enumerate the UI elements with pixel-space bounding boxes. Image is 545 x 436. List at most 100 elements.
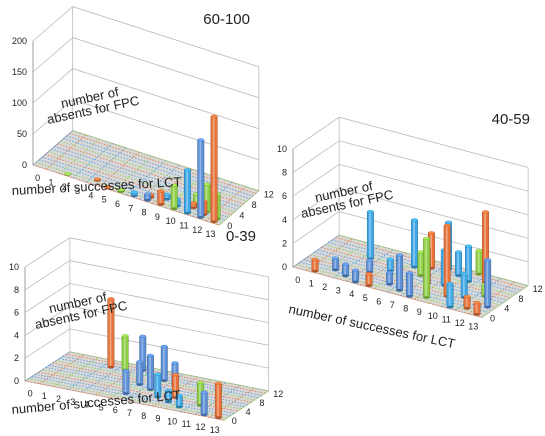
bar [484, 258, 492, 309]
x-tick-label: 7 [128, 203, 133, 213]
bar [107, 297, 115, 369]
bar-cap [396, 253, 403, 257]
bar [332, 256, 340, 272]
bar-highlight [162, 346, 165, 381]
bar-base [136, 383, 143, 386]
z-tick-label: 0 [22, 160, 27, 170]
bar-base [396, 288, 403, 292]
x-tick-label: 13 [206, 229, 216, 239]
floor-gridline [28, 378, 228, 419]
bar [175, 394, 183, 409]
bar-base [122, 392, 130, 395]
bar-cap [332, 256, 340, 260]
bar-cap [144, 192, 151, 196]
bar-base [190, 206, 197, 210]
y-tick-labels: 048 12 [232, 389, 283, 426]
bar-highlight [159, 190, 162, 205]
z-tick-label: 6 [14, 308, 19, 318]
bar-base [107, 365, 115, 369]
x-tick-label: 9 [417, 307, 422, 317]
bar-highlight [368, 260, 371, 273]
x-tick-labels: 0 1 2 3 4 5 6 7 8 9 10 11 12 13 [295, 275, 478, 332]
floor-gridline [66, 353, 266, 394]
bar-cap [446, 281, 454, 286]
bar-cap [139, 334, 147, 338]
z-tick-label: 2 [14, 353, 19, 363]
bar [386, 257, 394, 273]
x-tick-label: 7 [390, 300, 395, 310]
bar-cap [157, 189, 165, 193]
back-wall-grid: 0 50 100 150 200 [12, 6, 260, 192]
bar-highlight [132, 192, 135, 196]
bar-highlight [172, 185, 175, 209]
x-tick-label: 0 [295, 275, 300, 285]
x-tick-label: 13 [468, 322, 478, 332]
bar-highlight [408, 272, 411, 297]
bar [170, 183, 178, 211]
bar-highlight [141, 336, 144, 371]
y-tick-label: 0 [227, 221, 232, 231]
bar-highlight [192, 202, 195, 208]
x-tick-label: 5 [99, 402, 104, 412]
bar-cap [172, 373, 179, 377]
bar-base [386, 282, 393, 286]
bar [455, 250, 462, 277]
bar-highlight [212, 116, 215, 222]
bar [165, 388, 172, 404]
bar [365, 272, 373, 287]
bar [122, 369, 130, 395]
y-tick-label: 8 [252, 200, 257, 210]
bar-cap [311, 257, 319, 261]
bar [406, 271, 413, 298]
bar [147, 353, 154, 392]
bar-highlight [174, 374, 176, 398]
z-tick-label: 50 [17, 129, 27, 139]
floor-gridline [296, 264, 486, 316]
floor-gridline [38, 159, 226, 221]
bar [154, 372, 162, 399]
x-tick-labels: 0 1 2 3 4 5 6 7 8 9 10 11 12 13 [28, 388, 220, 434]
floor-gridline [42, 156, 229, 218]
bar-base [406, 294, 413, 298]
bar [136, 360, 144, 386]
bar [475, 248, 483, 276]
floor-gridline [69, 132, 256, 194]
y-tick-labels: 048 12 [490, 284, 543, 323]
gridline [24, 260, 269, 301]
x-tick-label: 0 [35, 173, 40, 183]
x-tick-label: 12 [192, 225, 202, 235]
bar [311, 257, 319, 273]
bar-highlight [465, 296, 468, 309]
bar-cap [94, 177, 101, 181]
bar-cap [122, 369, 130, 373]
floor-gridline [69, 351, 269, 392]
panel-label: 40-59 [492, 111, 530, 128]
y-tick-label: 8 [518, 294, 523, 304]
bar-highlight [367, 273, 370, 286]
x-tick-label: 11 [442, 314, 451, 324]
bar-highlight [484, 211, 487, 283]
bar-base [147, 388, 154, 392]
bar [64, 172, 72, 176]
bar-cap [170, 183, 178, 187]
bars [311, 209, 492, 316]
z-tick-label: 6 [282, 191, 287, 201]
z-tick-label: 200 [12, 36, 27, 46]
bar [423, 236, 431, 299]
bar [446, 281, 454, 309]
bar-cap [64, 172, 72, 176]
bar-highlight [369, 211, 371, 259]
floor-gridline [303, 259, 493, 311]
bar-highlight [388, 272, 391, 285]
z-tick-label: 4 [14, 330, 19, 340]
bar-base [215, 416, 222, 420]
bar-highlight [109, 298, 112, 368]
bar-highlight [467, 246, 469, 282]
bar-highlight [146, 194, 149, 201]
floor-gridline [339, 234, 529, 286]
bar [460, 272, 468, 299]
bar-highlight [419, 252, 422, 276]
bar-cap [104, 185, 112, 189]
